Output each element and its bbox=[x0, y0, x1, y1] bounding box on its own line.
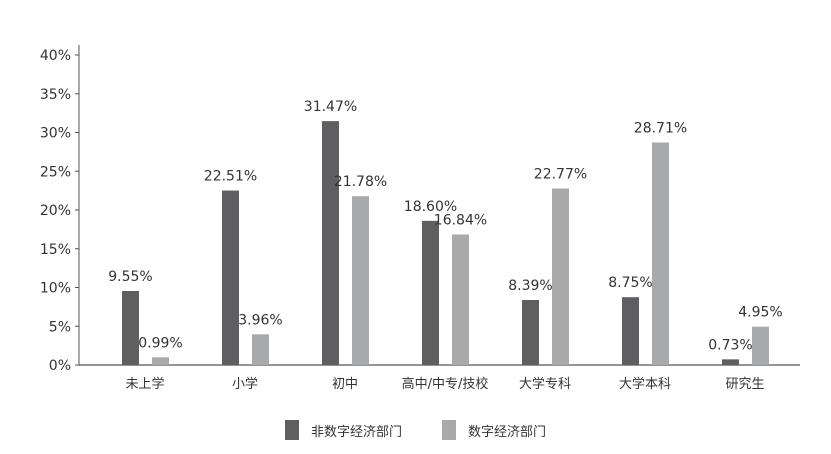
bar bbox=[522, 299, 539, 365]
data-label: 16.84% bbox=[434, 212, 487, 228]
y-tick-label: 20% bbox=[40, 203, 71, 219]
x-tick-label: 大学本科 bbox=[619, 376, 671, 392]
y-tick-label: 35% bbox=[40, 87, 71, 103]
x-tick-label: 小学 bbox=[232, 376, 258, 392]
data-label: 0.99% bbox=[138, 335, 182, 351]
data-label: 31.47% bbox=[304, 99, 357, 115]
data-label: 8.75% bbox=[608, 275, 652, 291]
bar bbox=[352, 196, 369, 365]
bar bbox=[222, 190, 239, 365]
data-label: 21.78% bbox=[334, 174, 387, 190]
y-tick-label: 40% bbox=[40, 48, 71, 64]
bar bbox=[652, 142, 669, 365]
legend-swatch bbox=[442, 420, 456, 440]
x-tick-label: 大学专科 bbox=[519, 376, 571, 392]
y-tick-label: 15% bbox=[40, 242, 71, 258]
data-label: 22.77% bbox=[534, 167, 587, 183]
legend-item-non-digital: 非数字经济部门 bbox=[284, 420, 402, 440]
bar bbox=[252, 334, 269, 365]
y-tick-label: 10% bbox=[40, 281, 71, 297]
bar bbox=[422, 220, 439, 365]
data-label: 9.55% bbox=[108, 269, 152, 285]
data-label: 3.96% bbox=[238, 312, 282, 328]
legend-item-digital: 数字经济部门 bbox=[442, 420, 546, 440]
bar-chart: 0% 5% 10% 15% 20% 25% 30% 35% 40% 未上学 9.55% 0.99% 小学… bbox=[40, 45, 800, 392]
legend: 非数字经济部门 数字经济部门 bbox=[0, 420, 831, 440]
bar bbox=[152, 357, 169, 365]
x-tick-label: 初中 bbox=[332, 377, 358, 392]
data-label: 4.95% bbox=[738, 305, 782, 321]
legend-label: 数字经济部门 bbox=[468, 424, 547, 440]
data-label: 8.39% bbox=[508, 278, 552, 294]
data-label: 18.60% bbox=[404, 199, 457, 215]
bar bbox=[552, 188, 569, 365]
bar bbox=[122, 290, 139, 365]
bar bbox=[622, 297, 639, 365]
data-label: 0.73% bbox=[708, 337, 752, 353]
bar bbox=[322, 121, 339, 365]
legend-label: 非数字经济部门 bbox=[310, 424, 402, 440]
data-label: 22.51% bbox=[204, 169, 257, 185]
bar bbox=[722, 359, 739, 365]
y-tick-label: 0% bbox=[49, 358, 71, 374]
x-tick-label: 研究生 bbox=[725, 377, 764, 392]
y-tick-label: 5% bbox=[49, 319, 71, 335]
bar bbox=[452, 234, 469, 365]
legend-swatch bbox=[284, 420, 299, 440]
y-tick-label: 25% bbox=[40, 164, 71, 180]
bar bbox=[752, 326, 769, 365]
data-label: 28.71% bbox=[634, 120, 687, 136]
x-tick-label: 高中/中专/技校 bbox=[402, 376, 489, 392]
x-tick-label: 未上学 bbox=[125, 376, 164, 392]
y-tick-label: 30% bbox=[40, 126, 71, 142]
